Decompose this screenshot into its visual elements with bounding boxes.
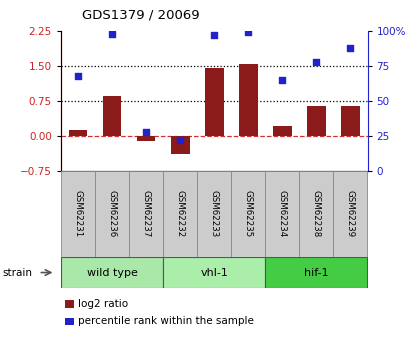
Point xyxy=(245,30,252,35)
Point xyxy=(143,129,150,135)
Text: wild type: wild type xyxy=(87,268,137,277)
Point xyxy=(211,32,218,38)
Bar xyxy=(61,257,163,288)
Bar xyxy=(129,171,163,257)
Text: strain: strain xyxy=(2,268,32,277)
Bar xyxy=(136,136,155,141)
Bar xyxy=(265,257,368,288)
Text: GSM62234: GSM62234 xyxy=(278,190,287,237)
Text: hif-1: hif-1 xyxy=(304,268,329,277)
Text: GSM62233: GSM62233 xyxy=(210,190,219,237)
Bar xyxy=(61,171,95,257)
Text: GSM62232: GSM62232 xyxy=(176,190,185,237)
Bar xyxy=(265,171,299,257)
Bar xyxy=(197,171,231,257)
Bar xyxy=(163,257,265,288)
Bar xyxy=(205,68,223,136)
Text: vhl-1: vhl-1 xyxy=(200,268,228,277)
Bar xyxy=(239,64,257,136)
Text: GSM62239: GSM62239 xyxy=(346,190,355,237)
Text: log2 ratio: log2 ratio xyxy=(78,299,128,308)
Text: GSM62237: GSM62237 xyxy=(142,190,150,237)
Point xyxy=(75,73,81,79)
Point xyxy=(313,59,320,65)
Bar xyxy=(307,106,326,136)
Bar xyxy=(299,171,333,257)
Point xyxy=(279,77,286,83)
Point xyxy=(177,137,184,143)
Bar xyxy=(163,171,197,257)
Bar xyxy=(333,171,368,257)
Text: GSM62236: GSM62236 xyxy=(108,190,116,237)
Text: GDS1379 / 20069: GDS1379 / 20069 xyxy=(82,9,200,22)
Text: GSM62238: GSM62238 xyxy=(312,190,321,237)
Bar xyxy=(68,130,87,136)
Point xyxy=(109,31,116,37)
Text: percentile rank within the sample: percentile rank within the sample xyxy=(78,316,254,326)
Text: GSM62231: GSM62231 xyxy=(74,190,82,237)
Bar xyxy=(231,171,265,257)
Point xyxy=(347,45,354,51)
Bar xyxy=(341,106,360,136)
Bar xyxy=(95,171,129,257)
Bar xyxy=(273,126,292,136)
Bar xyxy=(171,136,189,154)
Bar xyxy=(102,96,121,136)
Text: GSM62235: GSM62235 xyxy=(244,190,253,237)
